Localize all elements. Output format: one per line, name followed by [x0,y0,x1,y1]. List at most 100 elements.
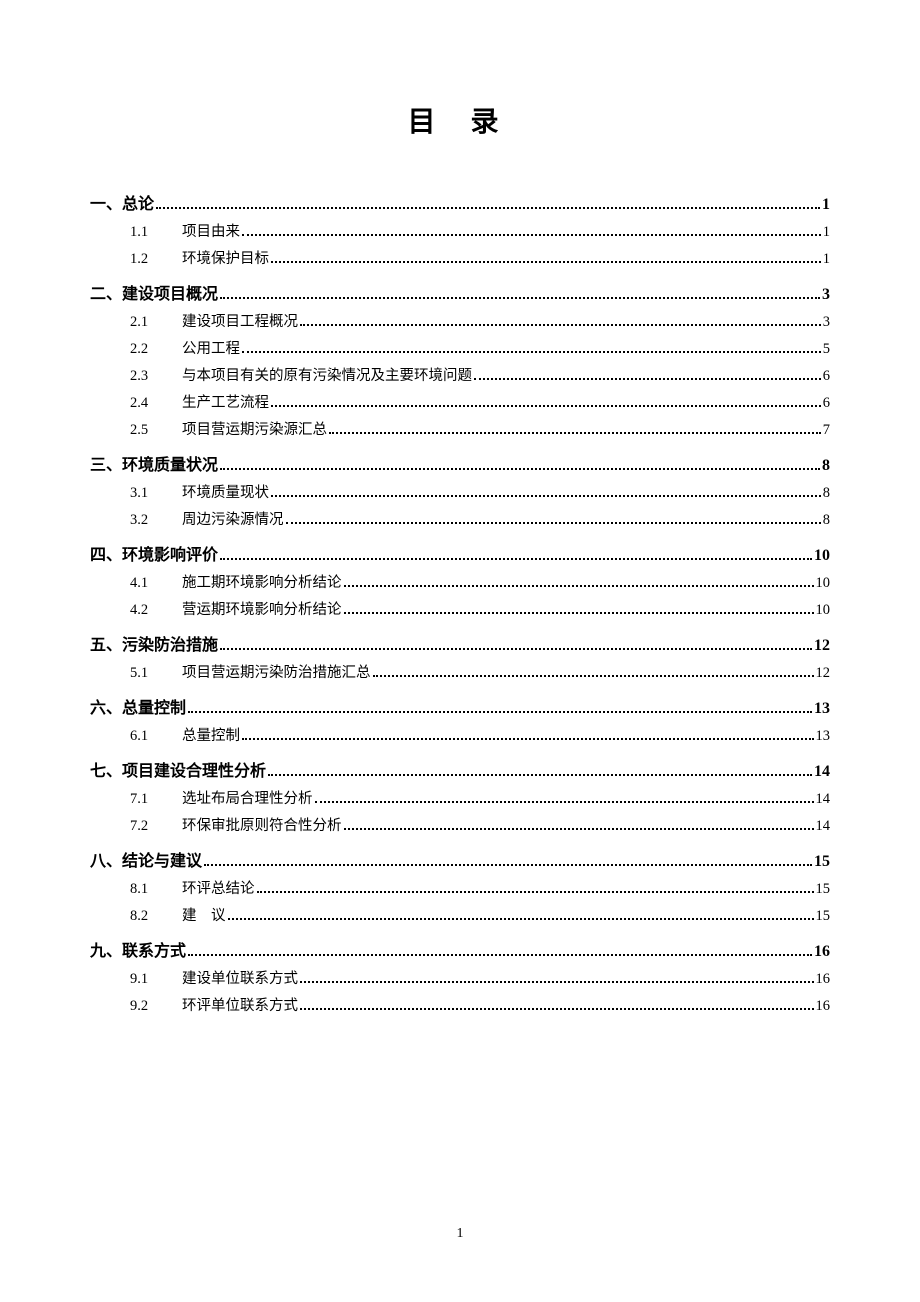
toc-entry-level2: 3.1环境质量现状8 [90,481,830,502]
toc-entry-page: 6 [823,368,830,385]
toc-entry-label: 总量控制 [182,724,240,745]
toc-entry-page: 8 [823,485,830,502]
toc-entry-leader-dots [474,378,821,380]
toc-entry-leader-dots [242,738,814,740]
toc-entry-number: 八、 [90,847,122,871]
toc-entry-page: 5 [823,341,830,358]
toc-entry-page: 13 [814,700,830,718]
toc-entry-level2: 3.2周边污染源情况8 [90,508,830,529]
toc-entry-leader-dots [220,468,820,470]
toc-entry-level2: 1.2环境保护目标1 [90,247,830,268]
toc-entry-page: 15 [816,881,831,898]
page-number: 1 [0,1226,920,1242]
toc-entry-leader-dots [315,801,814,803]
toc-entry-level2: 9.1建设单位联系方式16 [90,967,830,988]
toc-entry-leader-dots [257,891,814,893]
toc-entry-page: 3 [822,286,830,304]
toc-entry-leader-dots [228,918,814,920]
toc-entry-level2: 7.2环保审批原则符合性分析14 [90,814,830,835]
toc-entry-number: 2.5 [130,422,182,439]
toc-entry-leader-dots [188,954,812,956]
toc-entry-label: 与本项目有关的原有污染情况及主要环境问题 [182,364,472,385]
toc-entry-label: 环保审批原则符合性分析 [182,814,342,835]
toc-entry-level1: 八、结论与建议15 [90,847,830,871]
toc-entry-page: 16 [816,998,831,1015]
toc-entry-level2: 5.1项目营运期污染防治措施汇总12 [90,661,830,682]
toc-entry-leader-dots [220,648,812,650]
toc-entry-level2: 2.3与本项目有关的原有污染情况及主要环境问题6 [90,364,830,385]
toc-entry-number: 3.2 [130,512,182,529]
toc-entry-leader-dots [271,405,821,407]
toc-entry-number: 2.2 [130,341,182,358]
toc-entry-leader-dots [344,612,814,614]
toc-entry-level1: 七、项目建设合理性分析14 [90,757,830,781]
toc-entry-leader-dots [220,558,812,560]
toc-entry-leader-dots [271,261,821,263]
toc-entry-leader-dots [300,324,821,326]
toc-entry-page: 15 [816,908,831,925]
toc-entry-label: 项目由来 [182,220,240,241]
toc-entry-number: 6.1 [130,728,182,745]
toc-entry-level1: 五、污染防治措施12 [90,631,830,655]
toc-entry-level2: 6.1总量控制13 [90,724,830,745]
toc-entry-label: 营运期环境影响分析结论 [182,598,342,619]
toc-entry-leader-dots [344,828,814,830]
toc-entry-page: 8 [822,457,830,475]
toc-entry-number: 8.2 [130,908,182,925]
toc-entry-level2: 4.1施工期环境影响分析结论10 [90,571,830,592]
toc-entry-number: 9.2 [130,998,182,1015]
toc-entry-label: 项目营运期污染防治措施汇总 [182,661,371,682]
toc-entry-label: 项目营运期污染源汇总 [182,418,327,439]
toc-entry-label: 建 议 [182,904,226,925]
toc-container: 一、总论1 1.1项目由来1 1.2环境保护目标1 二、建设项目概况 3 2.1建设项目工… [90,190,830,1015]
toc-entry-level1: 六、总量控制 13 [90,694,830,718]
toc-entry-level1: 二、建设项目概况 3 [90,280,830,304]
toc-entry-label: 建设项目工程概况 [182,310,298,331]
toc-entry-level2: 1.1项目由来1 [90,220,830,241]
toc-entry-label: 总论 [122,190,154,214]
toc-entry-label: 环境质量状况 [122,451,218,475]
toc-entry-leader-dots [156,207,820,209]
toc-entry-label: 环评单位联系方式 [182,994,298,1015]
toc-entry-label: 施工期环境影响分析结论 [182,571,342,592]
toc-entry-leader-dots [300,981,814,983]
toc-entry-number: 4.2 [130,602,182,619]
toc-entry-leader-dots [329,432,821,434]
toc-entry-page: 12 [814,637,830,655]
toc-entry-number: 7.1 [130,791,182,808]
toc-entry-level2: 8.2建 议 15 [90,904,830,925]
toc-entry-level2: 2.4生产工艺流程6 [90,391,830,412]
toc-entry-label: 污染防治措施 [122,631,218,655]
toc-entry-number: 七、 [90,757,122,781]
toc-entry-number: 二、 [90,280,122,304]
toc-entry-level2: 2.1建设项目工程概况3 [90,310,830,331]
toc-entry-page: 10 [814,547,830,565]
toc-entry-label: 建设项目概况 [122,280,218,304]
toc-entry-page: 15 [814,853,830,871]
toc-entry-leader-dots [344,585,814,587]
toc-entry-number: 九、 [90,937,122,961]
toc-entry-label: 公用工程 [182,337,240,358]
toc-entry-label: 生产工艺流程 [182,391,269,412]
toc-entry-level2: 2.2公用工程 5 [90,337,830,358]
toc-entry-page: 7 [823,422,830,439]
toc-entry-number: 六、 [90,694,122,718]
toc-title: 目 录 [90,100,830,140]
toc-entry-number: 四、 [90,541,122,565]
toc-entry-label: 环境保护目标 [182,247,269,268]
toc-entry-level1: 一、总论1 [90,190,830,214]
toc-entry-page: 14 [816,791,831,808]
toc-entry-number: 3.1 [130,485,182,502]
toc-entry-number: 4.1 [130,575,182,592]
toc-entry-number: 1.2 [130,251,182,268]
toc-entry-page: 16 [816,971,831,988]
toc-entry-leader-dots [188,711,812,713]
toc-entry-leader-dots [300,1008,814,1010]
toc-entry-leader-dots [204,864,812,866]
toc-entry-label: 总量控制 [122,694,186,718]
toc-entry-level1: 九、联系方式16 [90,937,830,961]
toc-entry-page: 16 [814,943,830,961]
toc-entry-level1: 四、环境影响评价10 [90,541,830,565]
toc-entry-number: 2.4 [130,395,182,412]
toc-entry-page: 14 [816,818,831,835]
